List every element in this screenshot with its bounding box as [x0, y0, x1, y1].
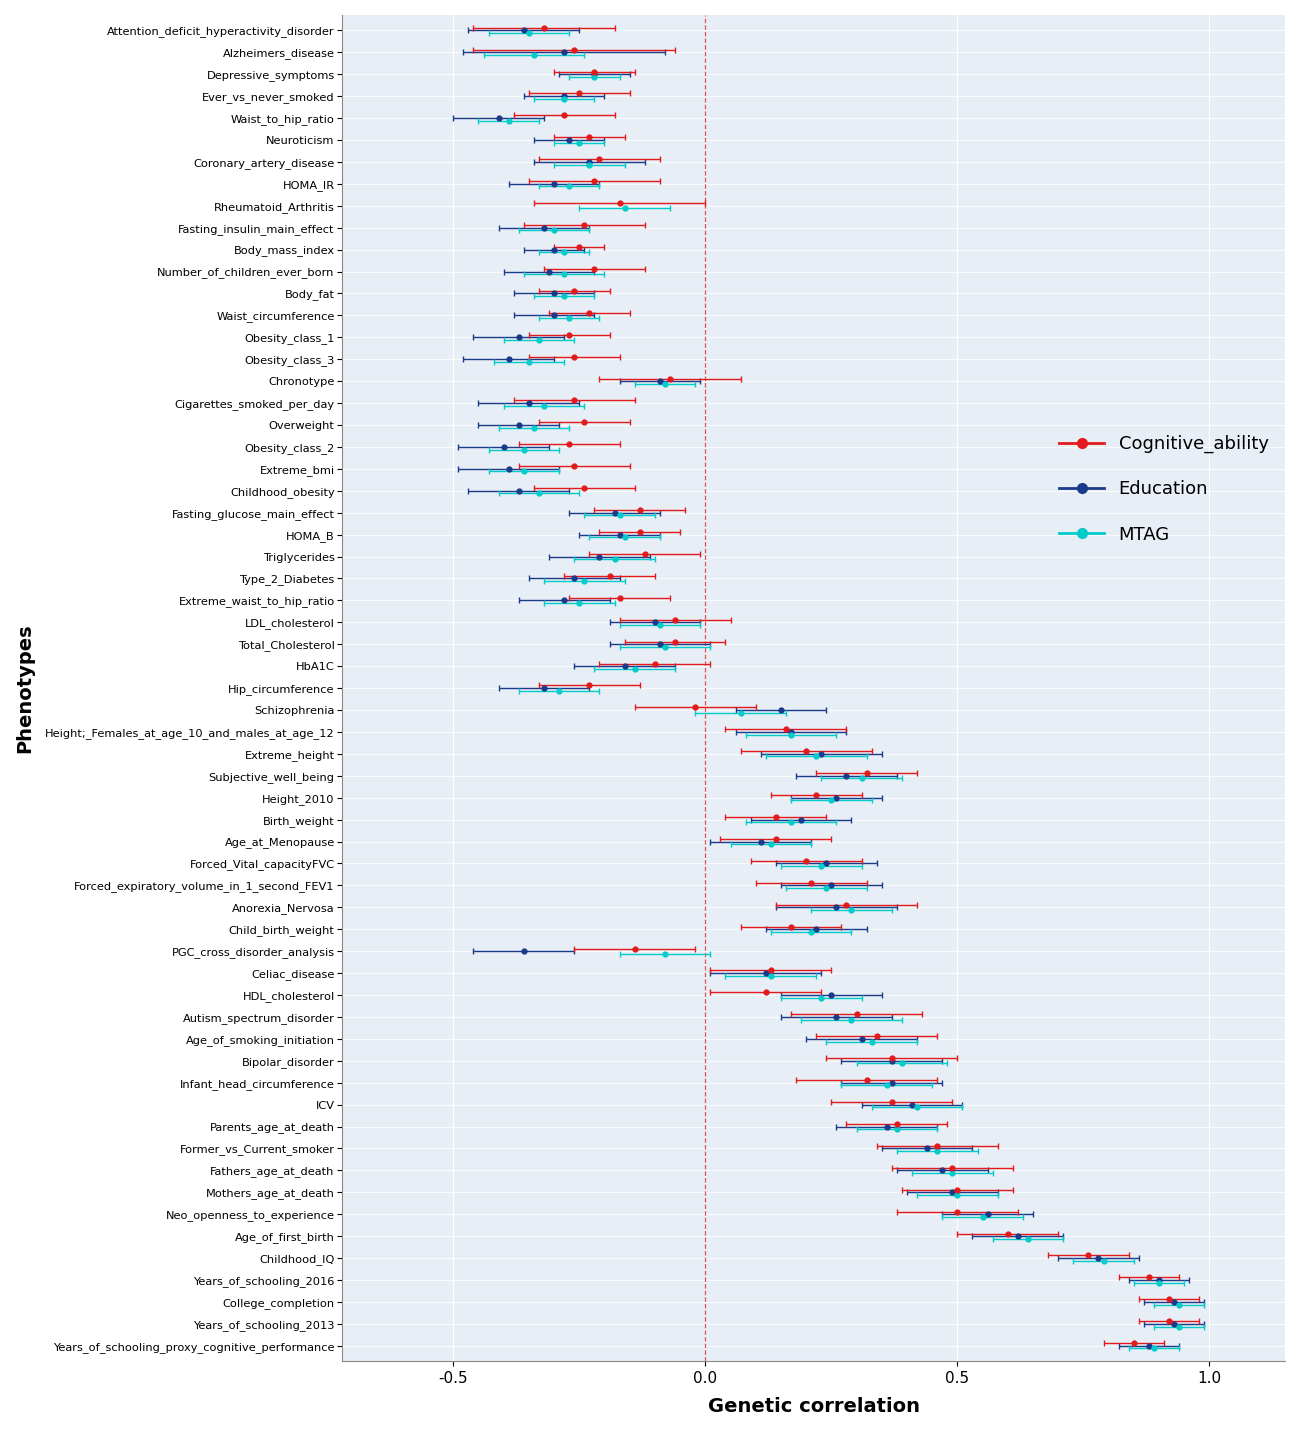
X-axis label: Genetic correlation: Genetic correlation: [707, 1397, 919, 1417]
Legend: Cognitive_ability, Education, MTAG: Cognitive_ability, Education, MTAG: [1052, 428, 1277, 551]
Y-axis label: Phenotypes: Phenotypes: [16, 624, 34, 753]
